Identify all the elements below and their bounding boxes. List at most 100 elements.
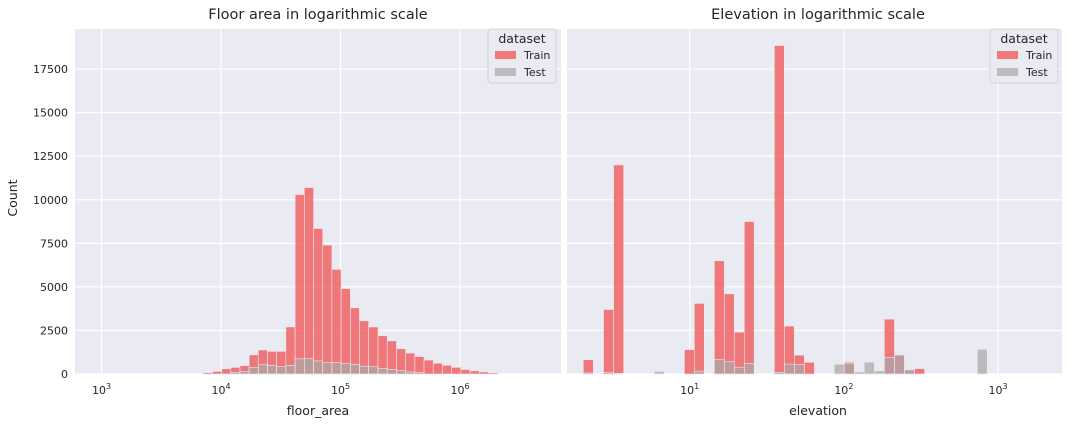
histogram-bar-train (396, 348, 406, 375)
x-tick-label: 103 (92, 382, 111, 397)
histogram-bar-test (603, 372, 614, 375)
legend-train-swatch (495, 51, 516, 59)
elevation-legend: dataset Train Test (989, 28, 1059, 84)
histogram-bar-train (488, 372, 499, 375)
histogram-bar-test (230, 372, 241, 375)
elevation-chart-title: Elevation in logarithmic scale (711, 7, 925, 23)
histogram-bar-test (582, 372, 594, 375)
histogram-bar-test (733, 366, 745, 375)
histogram-bar-train (304, 187, 314, 375)
elevation-panel: 101 102 103 Elevation in logarithmic scale… (567, 7, 1062, 418)
histogram-bar-train (582, 359, 594, 375)
histogram-bar-test (294, 358, 305, 375)
histogram-bar-test (267, 364, 277, 375)
histogram-bar-test (359, 365, 369, 375)
histogram-bar-train (331, 269, 342, 375)
histogram-bar-test (257, 364, 268, 375)
histogram-bar-train (774, 45, 785, 375)
histogram-bar-train (478, 371, 489, 375)
histogram-bar-test (396, 370, 406, 375)
histogram-bar-test (239, 371, 250, 375)
histogram-bar-test (894, 354, 905, 375)
histogram-bar-test (723, 361, 735, 375)
histogram-bar-test (713, 359, 725, 375)
histogram-bar-train (212, 371, 223, 375)
legend-test-swatch (495, 68, 516, 76)
histogram-bar-train (684, 349, 695, 375)
x-tick-label: 103 (988, 382, 1007, 397)
histogram-bar-train (713, 260, 725, 375)
histogram-bar-test (304, 358, 314, 375)
legend-title: dataset (1000, 31, 1047, 46)
floor-area-x-axis-label: floor_area (287, 403, 349, 418)
y-axis-label: Count (5, 179, 20, 216)
histogram-bar-train (914, 368, 925, 375)
histogram-bar-test (285, 364, 296, 375)
histogram-bar-train (743, 221, 755, 375)
histogram-bar-test (331, 362, 342, 375)
histogram-bar-train (693, 303, 705, 375)
histogram-bar-test (794, 364, 805, 375)
elevation-x-axis-label: elevation (789, 403, 847, 418)
histogram-bar-train (386, 340, 397, 375)
histogram-bar-train (414, 356, 425, 375)
histogram-bar-train (469, 370, 480, 375)
legend-test-label: Test (1025, 66, 1048, 79)
histogram-bar-train (202, 372, 213, 375)
histogram-bar-test (613, 373, 624, 375)
histogram-bar-train (423, 359, 434, 375)
legend-train-swatch (997, 51, 1018, 59)
histogram-bar-test (340, 363, 351, 375)
elevation-gridlines (567, 29, 1062, 375)
histogram-bar-test (833, 363, 845, 375)
histogram-bar-test (784, 363, 795, 375)
histogram-bar-test (248, 367, 259, 375)
y-tick-label: 10000 (33, 194, 68, 207)
histogram-bar-train (432, 362, 443, 375)
y-tick-label: 5000 (40, 281, 68, 294)
floor-area-x-tick-labels: 103 104 105 106 (92, 382, 470, 397)
legend-test-label: Test (523, 66, 546, 79)
histogram-bar-test (386, 369, 397, 375)
histogram-bar-test (322, 362, 333, 375)
histogram-bar-train (340, 288, 351, 375)
y-tick-label: 17500 (33, 63, 68, 76)
histogram-bar-test (873, 370, 885, 375)
floor-area-chart-title: Floor area in logarithmic scale (208, 7, 427, 23)
histogram-bar-test (904, 369, 915, 375)
histogram-bar-test (654, 371, 665, 375)
x-tick-label: 104 (211, 382, 230, 397)
histogram-bar-test (863, 361, 875, 375)
y-tick-label: 0 (61, 368, 68, 381)
elevation-bars (582, 45, 988, 375)
histogram-bar-test (774, 371, 785, 375)
floor-area-legend: dataset Train Test (487, 28, 557, 84)
histogram-bar-train (460, 369, 471, 375)
elevation-x-tick-labels: 101 102 103 (680, 382, 1007, 397)
y-tick-labels: 0 2500 5000 7500 10000 12500 15000 17500 (33, 63, 68, 381)
histogram-bar-train (294, 194, 305, 375)
legend-train-label: Train (1025, 49, 1052, 62)
x-tick-label: 102 (834, 382, 853, 397)
y-tick-label: 15000 (33, 107, 68, 120)
y-tick-label: 12500 (33, 150, 68, 163)
x-tick-label: 101 (680, 382, 699, 397)
legend-train-label: Train (523, 49, 550, 62)
histogram-bar-test (977, 348, 988, 375)
histogram-bar-test (405, 371, 416, 375)
histogram-bar-test (853, 371, 865, 375)
histogram-bar-train (603, 309, 614, 375)
histogram-bar-train (405, 352, 416, 375)
legend-test-swatch (997, 68, 1018, 76)
x-tick-label: 106 (450, 382, 469, 397)
histogram-bar-train (451, 367, 462, 375)
legend-title: dataset (498, 31, 545, 46)
histogram-bar-test (377, 368, 388, 375)
floor-area-panel: 0 2500 5000 7500 10000 12500 15000 17500 103 104… (33, 7, 561, 418)
histogram-bar-test (743, 363, 755, 375)
floor-area-bars (202, 187, 499, 375)
histogram-bar-test (313, 360, 324, 375)
histogram-bar-test (414, 372, 425, 375)
histogram-bar-test (843, 362, 855, 375)
